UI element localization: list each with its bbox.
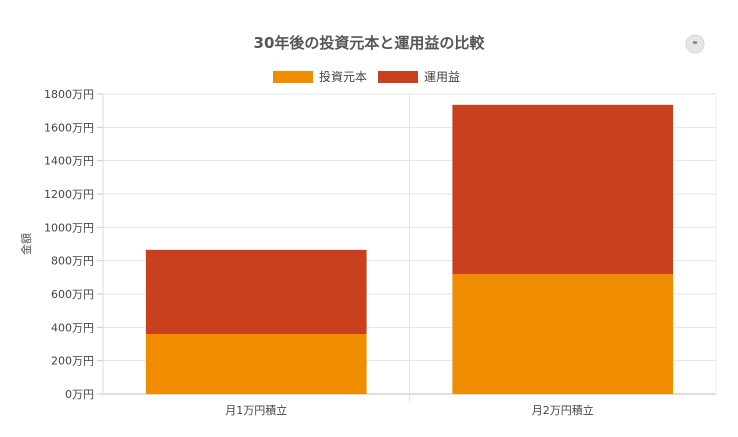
y-tick-label: 1600万円: [44, 121, 94, 134]
bar-運用益-月1万円積立[interactable]: [145, 249, 367, 334]
y-tick-label: 1800万円: [44, 88, 94, 101]
x-tick-label: 月2万円積立: [532, 403, 594, 417]
y-tick-label: 1400万円: [44, 155, 94, 168]
chart-title: 30年後の投資元本と運用益の比較: [254, 34, 486, 52]
quote-button[interactable]: ❞: [685, 34, 705, 54]
legend-swatch: [273, 71, 313, 83]
x-tick-label: 月1万円積立: [225, 403, 287, 417]
y-tick-label: 600万円: [51, 288, 94, 301]
legend: 投資元本 運用益: [273, 69, 460, 84]
bar-運用益-月2万円積立[interactable]: [452, 104, 674, 274]
legend-item-0[interactable]: 投資元本: [273, 69, 367, 84]
y-tick-label: 0万円: [65, 388, 94, 401]
quote-icon[interactable]: ❞: [693, 41, 698, 51]
legend-swatch: [378, 71, 418, 83]
y-tick-label: 1200万円: [44, 188, 94, 201]
quote-button-bg[interactable]: [685, 34, 705, 54]
y-tick-label: 800万円: [51, 255, 94, 268]
legend-label: 運用益: [424, 70, 460, 84]
legend-label: 投資元本: [319, 69, 367, 84]
y-tick-label: 200万円: [51, 355, 94, 368]
y-axis-ticks: 0万円 200万円 400万円 600万円 800万円 1000万円 1200万円 1400万…: [44, 88, 103, 401]
bar-投資元本-月2万円積立[interactable]: [452, 274, 674, 394]
y-tick-label: 400万円: [51, 321, 94, 334]
bar-投資元本-月1万円積立[interactable]: [145, 334, 367, 394]
y-tick-label: 1000万円: [44, 221, 94, 234]
legend-item-1[interactable]: 運用益: [378, 70, 460, 84]
x-axis-ticks: 月1万円積立 月2万円積立: [225, 403, 594, 417]
y-axis-title: 金額: [19, 233, 33, 255]
bars: [145, 104, 674, 394]
